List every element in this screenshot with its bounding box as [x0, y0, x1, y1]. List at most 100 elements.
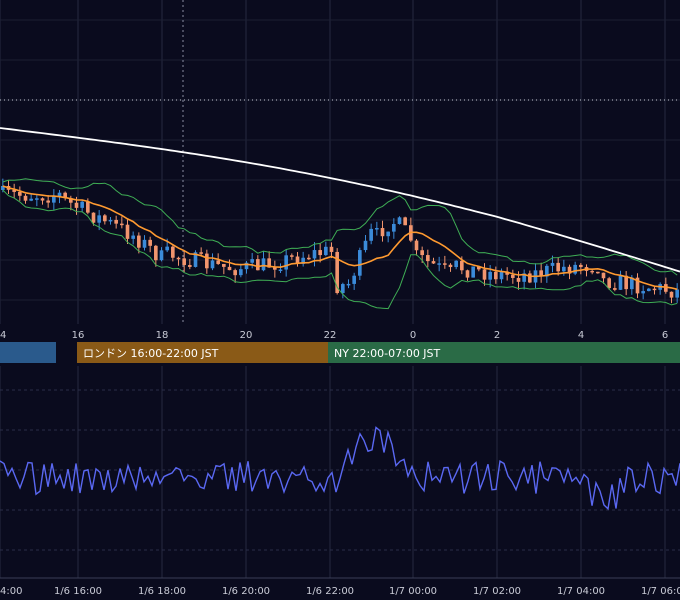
candle-body — [267, 258, 271, 268]
candle-body — [460, 260, 464, 271]
candle-body — [193, 252, 198, 267]
candle-body — [454, 260, 458, 268]
candle-body — [579, 264, 583, 268]
session-block — [77, 342, 328, 363]
candle-body — [499, 271, 504, 280]
candle-body — [108, 219, 113, 222]
candle-body — [205, 253, 209, 269]
candle-body — [261, 258, 266, 271]
candle-body — [386, 231, 390, 237]
candle-body — [18, 191, 22, 196]
candle-body — [199, 252, 203, 254]
candle-body — [159, 250, 164, 261]
osc-x-tick-label: 1/6 16:00 — [54, 586, 102, 597]
candle-body — [137, 235, 141, 248]
candle-body — [154, 245, 158, 261]
candle-body — [35, 198, 39, 200]
osc-x-tick-label: 1/6 22:00 — [306, 586, 354, 597]
candle-body — [29, 198, 33, 201]
candle-body — [176, 257, 181, 260]
osc-x-tick-label: 1/6 18:00 — [138, 586, 186, 597]
oscillator-line — [0, 426, 680, 511]
candle-body — [103, 215, 107, 222]
candle-body — [12, 189, 16, 192]
candle-body — [380, 228, 385, 237]
price-x-tick-label: 0 — [410, 330, 416, 341]
candle-body — [613, 288, 617, 290]
candle-body — [148, 239, 152, 246]
price-x-tick-label: 6 — [662, 330, 668, 341]
price-x-tick-label: 4 — [0, 330, 6, 341]
candles — [1, 178, 679, 304]
candle-body — [352, 275, 356, 284]
candle-body — [284, 255, 288, 270]
candle-body — [482, 269, 487, 280]
candle-body — [414, 240, 419, 251]
candle-body — [125, 224, 130, 239]
candle-body — [52, 196, 56, 203]
candle-body — [86, 201, 90, 213]
candle-body — [630, 277, 634, 290]
candle-body — [250, 259, 254, 263]
candle-body — [601, 272, 606, 279]
candle-body — [341, 284, 345, 294]
price-panel[interactable]: 4 16 18 20 22 0 2 4 6 — [0, 0, 680, 341]
candle-body — [397, 217, 402, 224]
candle-body — [641, 291, 645, 294]
candle-body — [165, 246, 169, 251]
candle-body — [528, 273, 532, 283]
candle-body — [471, 266, 475, 278]
candle-body — [239, 269, 243, 276]
candle-body — [182, 258, 186, 266]
candle-body — [171, 246, 175, 258]
candle-body — [142, 239, 147, 248]
candle-body — [233, 270, 237, 276]
candle-body — [562, 266, 566, 272]
candle-body — [545, 265, 549, 277]
candle-body — [448, 264, 453, 268]
oscillator-panel[interactable]: 4:00 1/6 16:00 1/6 18:00 1/6 20:00 1/6 22:00… — [0, 366, 680, 597]
osc-x-tick-label: 1/7 02:00 — [473, 586, 521, 597]
candle-body — [295, 256, 300, 264]
candle-body — [494, 271, 498, 280]
candle-body — [431, 261, 436, 264]
candle-body — [216, 260, 220, 264]
candle-body — [278, 269, 283, 272]
session-block — [0, 342, 56, 363]
candle-body — [256, 259, 260, 271]
candle-body — [273, 267, 277, 270]
candle-body — [522, 273, 526, 282]
candle-body — [556, 262, 560, 272]
bollinger-upper-line — [2, 178, 678, 276]
osc-x-tick-label: 1/7 06:00 — [641, 586, 680, 597]
candle-body — [358, 250, 362, 276]
candle-body — [335, 251, 339, 294]
candle-body — [652, 288, 657, 291]
candle-body — [596, 271, 600, 274]
candle-body — [244, 262, 249, 270]
osc-x-tick-label: 1/6 20:00 — [222, 586, 270, 597]
candle-body — [375, 228, 379, 230]
candle-body — [369, 228, 373, 241]
candle-body — [188, 265, 192, 267]
candle-body — [363, 240, 368, 251]
candle-body — [573, 264, 577, 274]
candle-body — [488, 271, 492, 280]
candle-body — [426, 255, 430, 262]
candle-body — [635, 277, 640, 294]
candle-body — [120, 223, 124, 226]
candle-body — [57, 192, 62, 197]
session-label: ロンドン 16:00-22:00 JST — [83, 347, 219, 360]
candle-body — [346, 283, 351, 286]
candle-body — [114, 219, 118, 224]
price-x-tick-label: 16 — [72, 330, 85, 341]
candle-body — [516, 277, 521, 282]
session-label: NY 22:00-07:00 JST — [334, 347, 441, 360]
candle-body — [227, 266, 232, 271]
candle-body — [318, 250, 322, 256]
osc-x-tick-label: 4:00 — [0, 586, 22, 597]
candle-body — [46, 200, 50, 203]
candle-body — [664, 284, 668, 292]
candle-body — [590, 270, 594, 273]
